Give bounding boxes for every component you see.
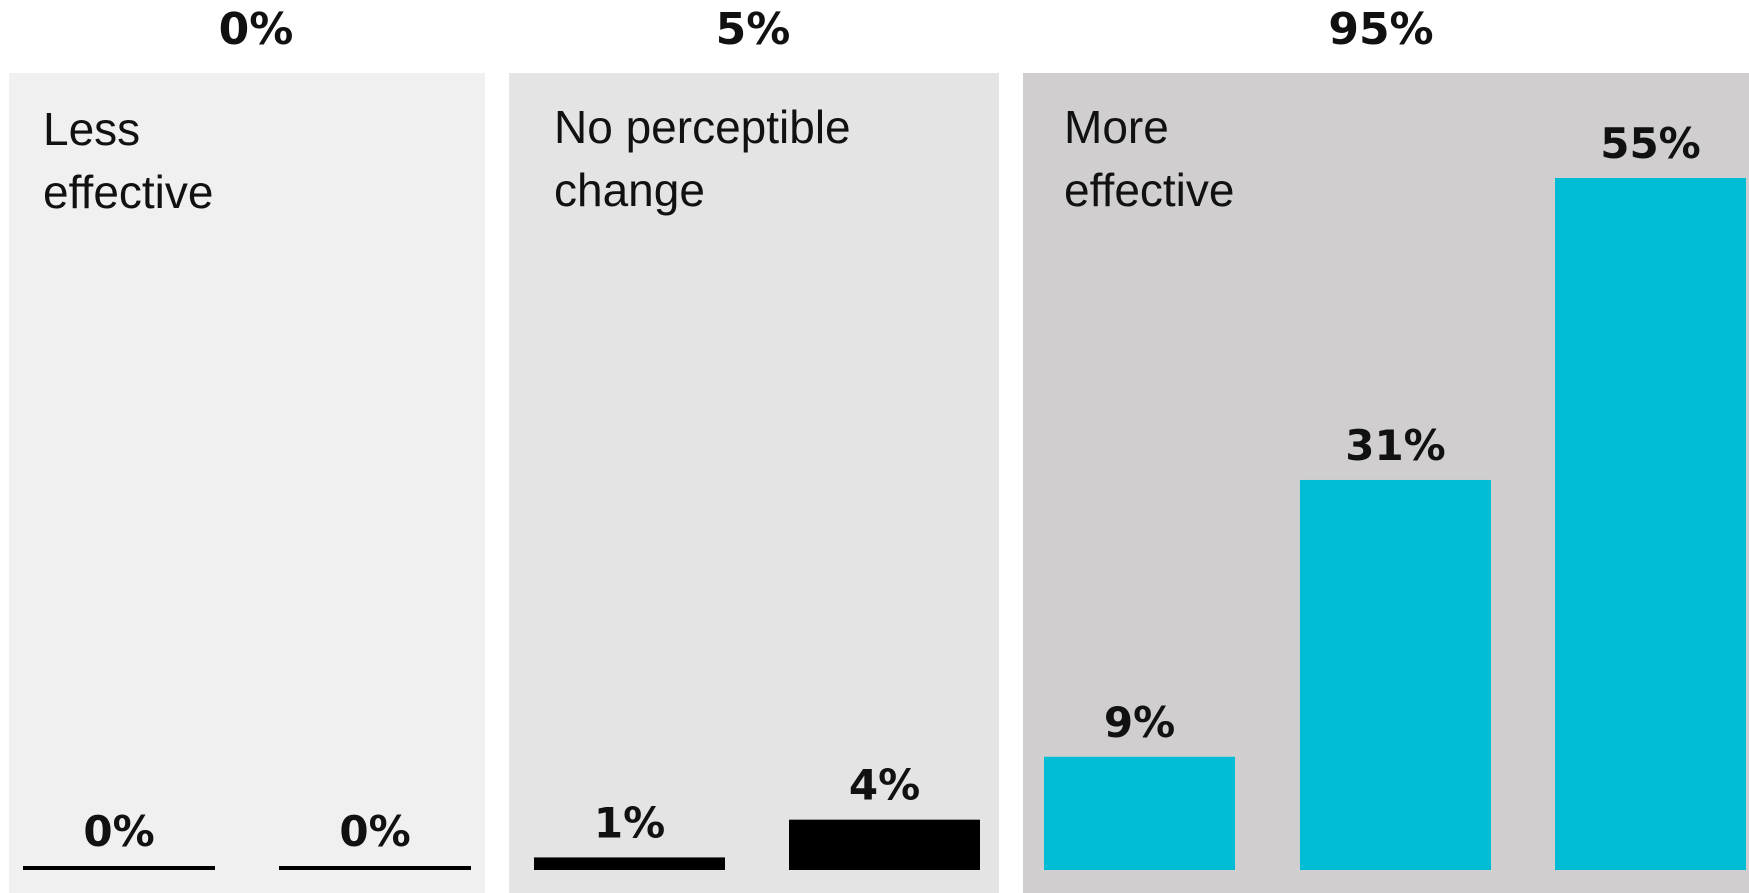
bar-label-0-1: 0% [339, 807, 410, 856]
group-total-label-2: 95% [1328, 4, 1433, 55]
bar-2-0 [1044, 756, 1235, 870]
bar-2-2 [1555, 178, 1746, 870]
bar-label-1-0: 1% [594, 798, 665, 847]
panel-title-line-2-1: effective [1064, 164, 1234, 216]
panel-title-line-0-1: effective [43, 166, 213, 218]
bar-label-1-1: 4% [849, 761, 920, 810]
group-total-label-0: 0% [219, 4, 294, 55]
group-total-label-1: 5% [716, 4, 791, 55]
bar-2-1 [1300, 479, 1491, 870]
panel-title-line-1-0: No perceptible [554, 101, 851, 153]
bar-0-1 [279, 866, 471, 870]
bar-label-2-0: 9% [1104, 698, 1175, 747]
panel-title-line-2-0: More [1064, 101, 1169, 153]
panel-title-line-1-1: change [554, 164, 705, 216]
panel-title-line-0-0: Less [43, 103, 140, 155]
bar-0-0 [23, 866, 215, 870]
bar-label-2-1: 31% [1345, 421, 1446, 470]
bar-1-0 [534, 857, 725, 870]
panel-background-0 [9, 73, 485, 893]
bar-label-2-2: 55% [1600, 119, 1701, 168]
bar-label-0-0: 0% [83, 807, 154, 856]
panel-background-1 [509, 73, 999, 893]
bar-1-1 [789, 819, 980, 870]
